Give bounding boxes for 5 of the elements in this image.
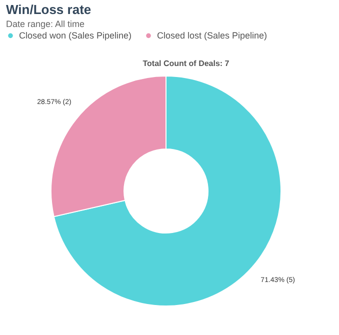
legend-label: Closed lost (Sales Pipeline)	[157, 30, 268, 41]
text: Total Count of Deals: 7	[142, 59, 230, 68]
chart-subtitle: Date range: All time	[6, 19, 85, 29]
legend-label: Closed won (Sales Pipeline)	[19, 30, 132, 41]
chart-title: Win/Loss rate	[6, 2, 92, 17]
